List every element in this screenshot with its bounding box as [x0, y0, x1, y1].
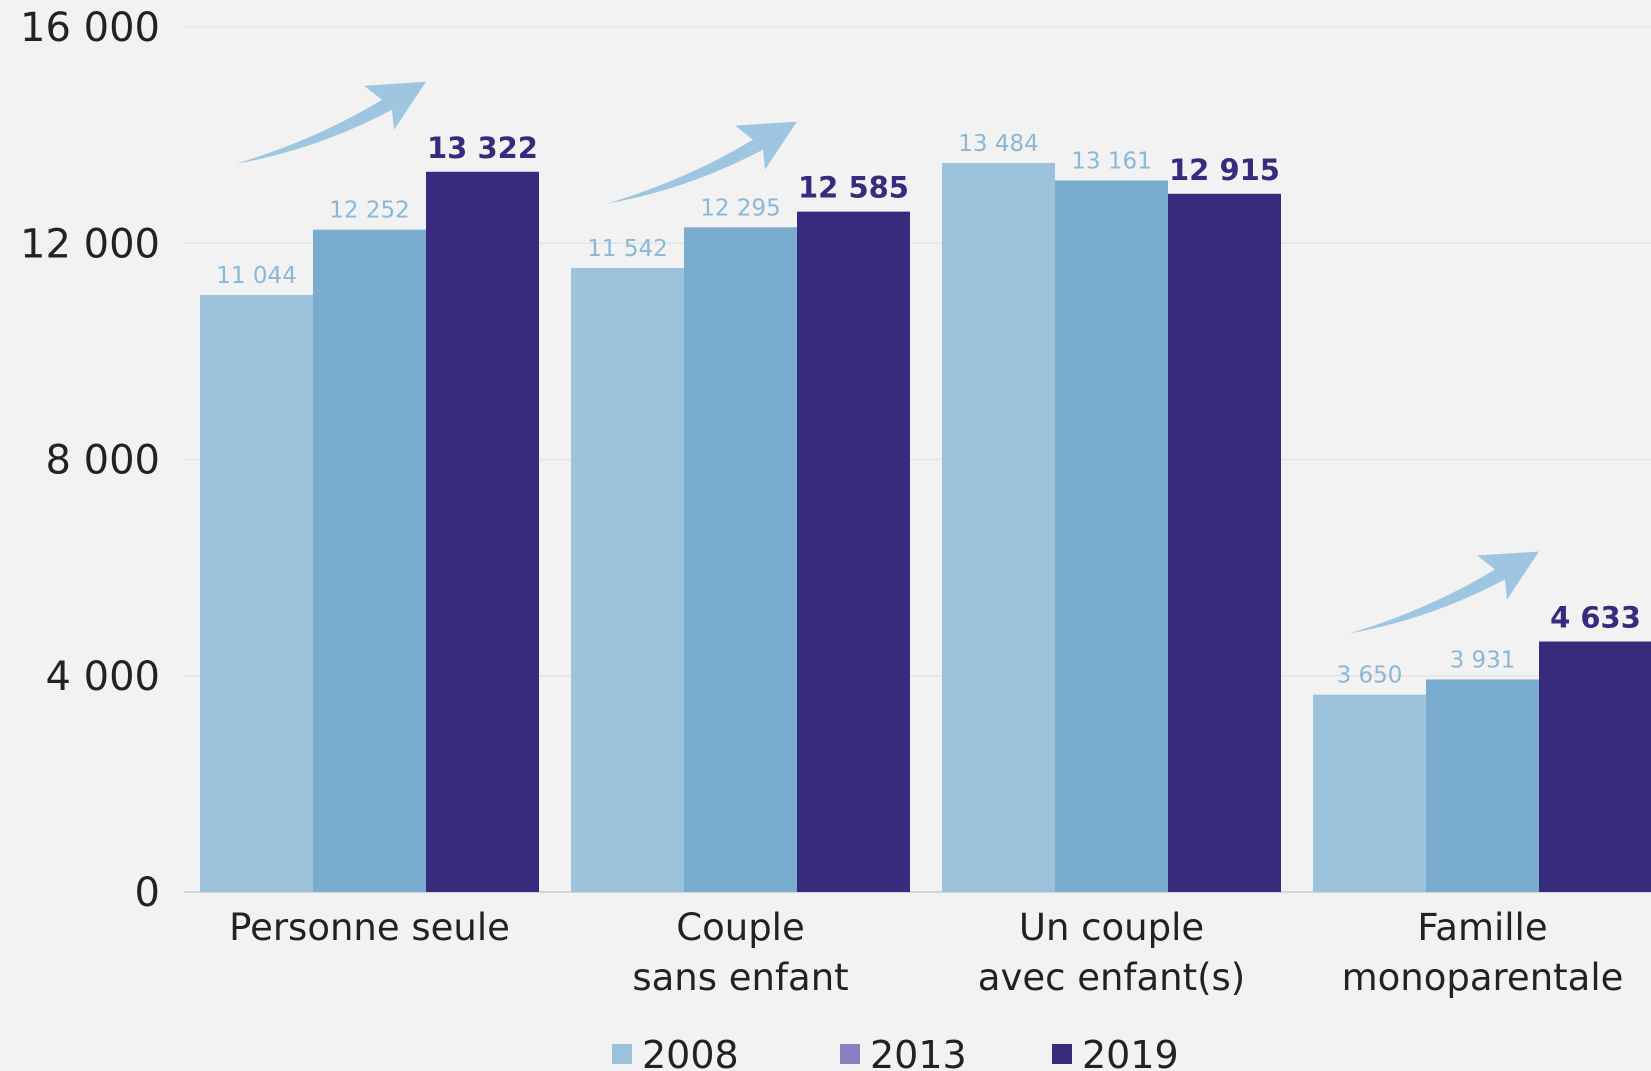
- bar-2013-3: [1426, 679, 1539, 892]
- y-tick-label: 8 000: [45, 438, 160, 484]
- category-label: Un couple: [1019, 906, 1204, 949]
- bar-2008-3: [1313, 694, 1426, 892]
- data-label: 11 542: [587, 236, 667, 262]
- y-axis-ticks: 0 4 000 8 000 12 000 16 000: [20, 5, 160, 916]
- trend-arrow-icon: [236, 81, 426, 164]
- data-label: 13 322: [427, 131, 538, 165]
- bar-2013-0: [313, 229, 426, 893]
- legend-label: 2013: [870, 1033, 967, 1071]
- bar-2008-2: [942, 163, 1055, 893]
- x-axis-categories: Personne seule Couple sans enfant Un couple…: [229, 906, 1623, 999]
- category-label: Personne seule: [229, 906, 510, 949]
- category-label: Famille: [1417, 906, 1547, 949]
- category-label: sans enfant: [632, 956, 848, 999]
- bar-2013-1: [684, 227, 797, 892]
- data-label: 11 044: [216, 263, 296, 289]
- data-label: 12 252: [329, 198, 409, 224]
- data-label: 4 633: [1550, 601, 1641, 635]
- bar-2008-0: [200, 294, 313, 893]
- y-tick-label: 12 000: [20, 221, 160, 267]
- data-label: 12 295: [700, 195, 780, 221]
- bar-2019-2: [1168, 193, 1281, 892]
- legend: 2008 2013 2019: [612, 1033, 1179, 1071]
- bar-2008-1: [571, 268, 684, 892]
- data-label: 13 484: [958, 131, 1038, 157]
- category-label: avec enfant(s): [978, 956, 1245, 999]
- data-label: 12 585: [798, 171, 909, 205]
- legend-label: 2008: [642, 1033, 739, 1071]
- bars: [200, 163, 1651, 893]
- data-label: 12 915: [1169, 153, 1280, 187]
- bar-2019-1: [797, 211, 910, 893]
- bar-2019-0: [426, 171, 539, 893]
- legend-label: 2019: [1082, 1033, 1179, 1071]
- trend-arrow-icon: [1349, 551, 1539, 634]
- data-label: 3 931: [1450, 647, 1516, 673]
- data-labels: 11 044 12 252 13 322 11 542 12 295 12 585 13 4…: [216, 131, 1641, 689]
- legend-swatch: [612, 1044, 632, 1064]
- trend-arrow-icon: [607, 121, 797, 204]
- bar-2013-2: [1055, 180, 1168, 892]
- trend-arrows: [236, 81, 1539, 634]
- category-label: monoparentale: [1342, 956, 1624, 999]
- data-label: 3 650: [1337, 663, 1403, 689]
- y-tick-label: 4 000: [45, 654, 160, 700]
- bar-2019-3: [1539, 641, 1651, 892]
- legend-swatch: [840, 1044, 860, 1064]
- y-tick-label: 16 000: [20, 5, 160, 51]
- legend-swatch: [1052, 1044, 1072, 1064]
- category-label: Couple: [676, 906, 804, 949]
- y-tick-label: 0: [135, 870, 160, 916]
- data-label: 13 161: [1071, 148, 1151, 174]
